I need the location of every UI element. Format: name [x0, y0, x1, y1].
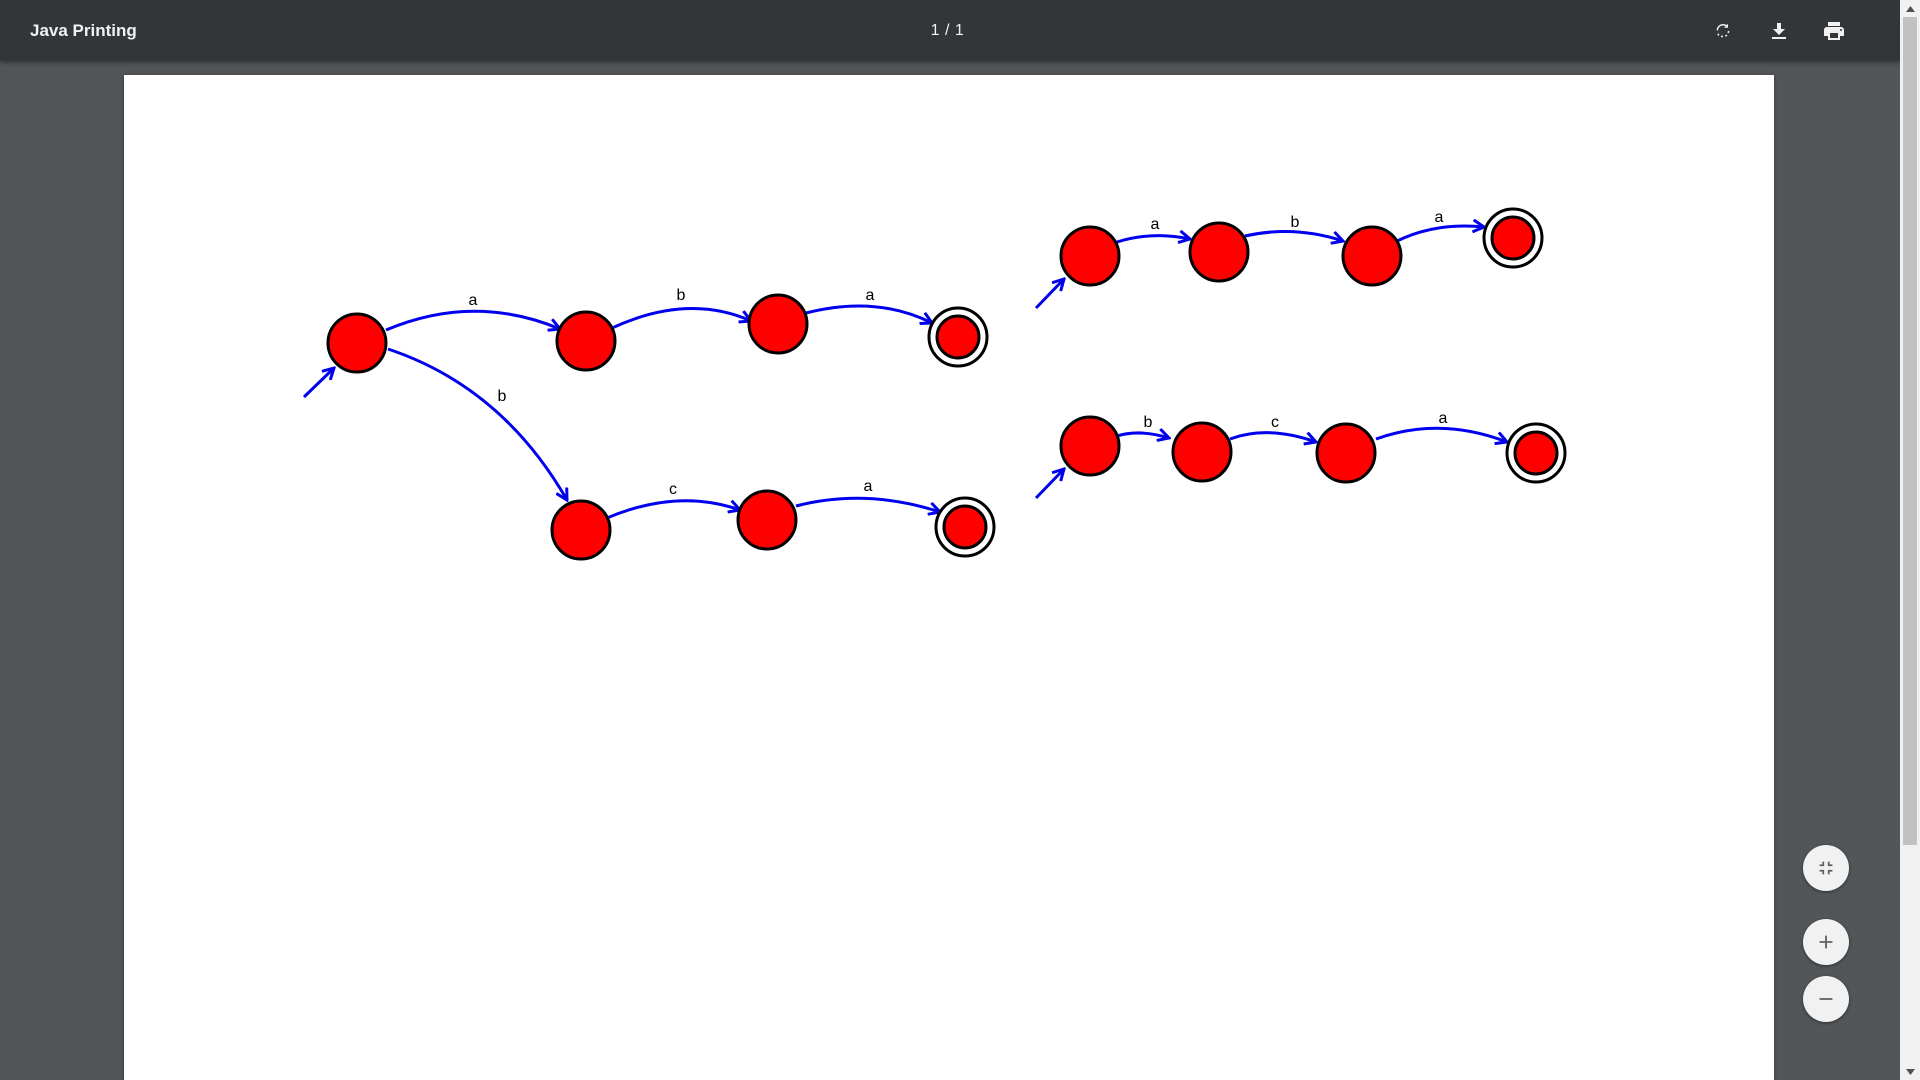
start-arrow-automaton-2 [1034, 279, 1064, 310]
edge-q2-q3 [805, 304, 932, 323]
state-p1 [1188, 221, 1250, 283]
download-icon [1772, 23, 1786, 39]
document-viewer[interactable]: a b a b c a a b [0, 61, 1900, 1080]
pdf-page: a b a b c a a b [124, 75, 1774, 1080]
plus-icon [1819, 935, 1833, 949]
state-r2 [1315, 422, 1377, 484]
state-q2 [747, 293, 809, 355]
edge-q0-q1 [385, 309, 560, 330]
minus-icon [1819, 998, 1833, 1000]
pdf-toolbar: Java Printing 1 / 1 [0, 0, 1900, 61]
edge-p2-p3 [1396, 226, 1484, 243]
state-q1 [555, 310, 617, 372]
accepting-state-r3 [1505, 422, 1567, 484]
zoom-in-button[interactable] [1803, 919, 1849, 965]
rotate-icon [1716, 23, 1730, 38]
edge-label-q0-q1: a [469, 292, 478, 309]
edge-label-p1-p2: b [1291, 214, 1300, 231]
edge-q4-q5 [606, 499, 740, 520]
scrollbar-thumb[interactable] [1903, 17, 1917, 845]
edge-label-r0-r1: b [1144, 414, 1153, 431]
print-button[interactable] [1815, 12, 1853, 50]
state-q5 [736, 489, 798, 551]
edge-label-r2-r3: a [1439, 410, 1448, 427]
zoom-out-button[interactable] [1803, 976, 1849, 1022]
edge-q0-q4 [387, 347, 567, 500]
state-r0 [1059, 415, 1121, 477]
accepting-state-q3 [927, 306, 989, 368]
edge-r1-r2 [1229, 431, 1316, 442]
download-button[interactable] [1760, 12, 1798, 50]
accepting-state-q6 [934, 496, 996, 558]
edge-p0-p1 [1116, 236, 1190, 242]
edge-q1-q2 [611, 307, 751, 330]
edge-label-q4-q5: c [669, 481, 677, 498]
state-q0 [326, 312, 388, 374]
edge-label-q2-q3: a [866, 287, 875, 304]
fit-to-page-icon [1819, 861, 1833, 875]
accepting-state-p3 [1482, 207, 1544, 269]
state-p0 [1059, 225, 1121, 287]
scroll-down-arrow-icon[interactable] [1900, 1063, 1920, 1080]
edge-label-q1-q2: b [677, 287, 686, 304]
state-p2 [1341, 225, 1403, 287]
vertical-scrollbar[interactable] [1900, 0, 1920, 1080]
print-icon [1824, 22, 1844, 40]
state-r1 [1171, 421, 1233, 483]
fit-to-page-button[interactable] [1803, 845, 1849, 891]
state-q4 [550, 499, 612, 561]
automata-diagram: a b a b c a a b [302, 207, 1567, 561]
edge-r0-r1 [1116, 433, 1169, 438]
edge-r2-r3 [1375, 426, 1507, 442]
scroll-up-arrow-icon[interactable] [1900, 0, 1920, 17]
edge-q5-q6 [795, 496, 940, 512]
rotate-button[interactable] [1704, 12, 1742, 50]
start-arrow-automaton-3 [1034, 469, 1064, 500]
edge-label-r1-r2: c [1271, 414, 1279, 431]
edge-label-q0-q4: b [498, 388, 507, 405]
edge-label-q5-q6: a [864, 478, 873, 495]
edge-p1-p2 [1244, 230, 1343, 241]
edge-label-p2-p3: a [1435, 209, 1444, 226]
page-indicator[interactable]: 1 / 1 [930, 22, 965, 39]
edge-label-p0-p1: a [1151, 216, 1160, 233]
document-title: Java Printing [30, 21, 137, 40]
start-arrow-automaton-1 [302, 368, 334, 399]
